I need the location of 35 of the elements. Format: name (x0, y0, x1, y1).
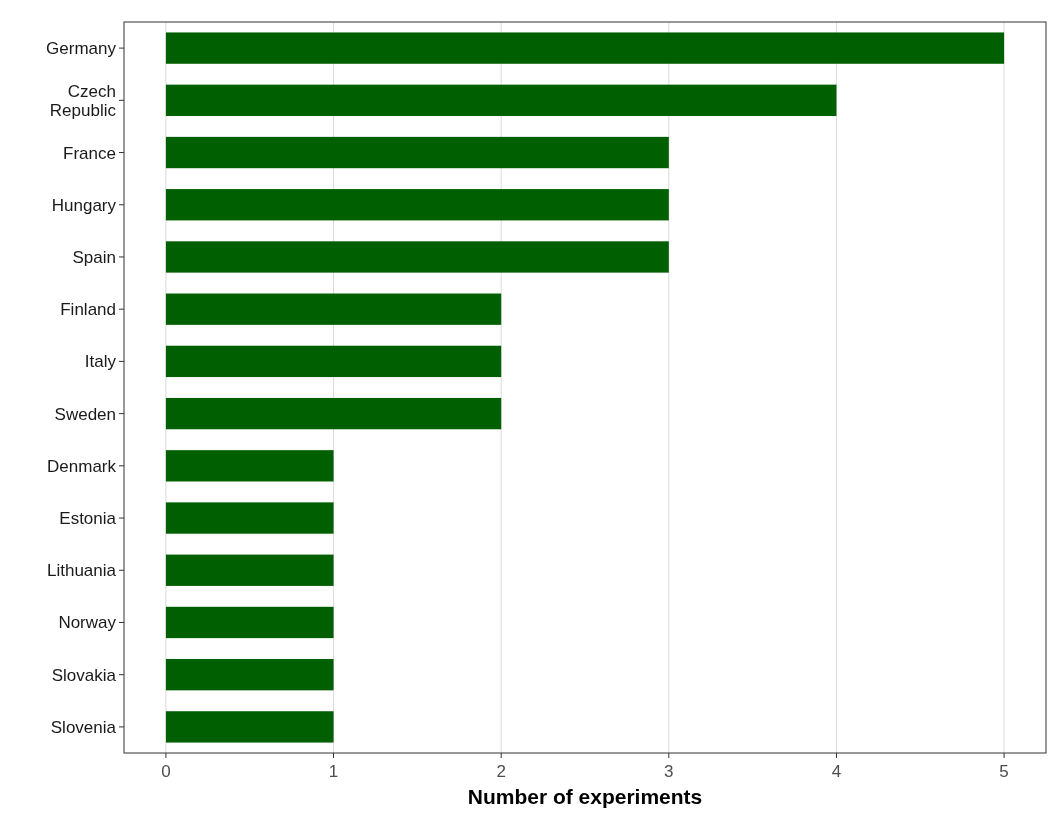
bar (165, 554, 334, 586)
bar (165, 397, 502, 430)
bar (165, 189, 669, 221)
y-tick-label: Czech Republic (49, 81, 117, 120)
y-tick-label: Spain (72, 247, 116, 267)
y-tick-label: Slovakia (51, 665, 117, 685)
y-tick-label: Denmark (47, 456, 117, 476)
bar (165, 293, 502, 325)
x-tick-label: 0 (161, 762, 171, 781)
x-tick-label: 2 (496, 762, 506, 781)
y-tick-label: France (63, 143, 116, 163)
y-tick-label: Norway (58, 613, 117, 633)
y-tick-label: Sweden (54, 404, 116, 424)
y-tick-label: Hungary (51, 195, 117, 215)
x-axis-title: Number of experiments (467, 785, 703, 808)
y-tick-label: Lithuania (46, 561, 117, 581)
bar (165, 450, 334, 482)
y-tick-label: Italy (84, 352, 117, 372)
x-tick-label: 1 (328, 762, 339, 781)
bar (165, 241, 669, 273)
bar (165, 606, 334, 639)
y-tick-label: Slovenia (50, 717, 117, 737)
bar (165, 136, 669, 169)
x-tick-label: 3 (664, 762, 674, 781)
bar (165, 659, 334, 691)
y-tick-label: Finland (60, 300, 116, 320)
bar (165, 84, 837, 116)
y-tick-label: Estonia (59, 509, 117, 529)
bar (165, 502, 334, 534)
y-tick-label: Germany (46, 39, 117, 59)
bar (165, 32, 1005, 64)
bar (165, 711, 334, 743)
bar (165, 345, 502, 378)
x-tick-label: 4 (831, 762, 842, 781)
x-tick-label: 5 (999, 762, 1009, 781)
